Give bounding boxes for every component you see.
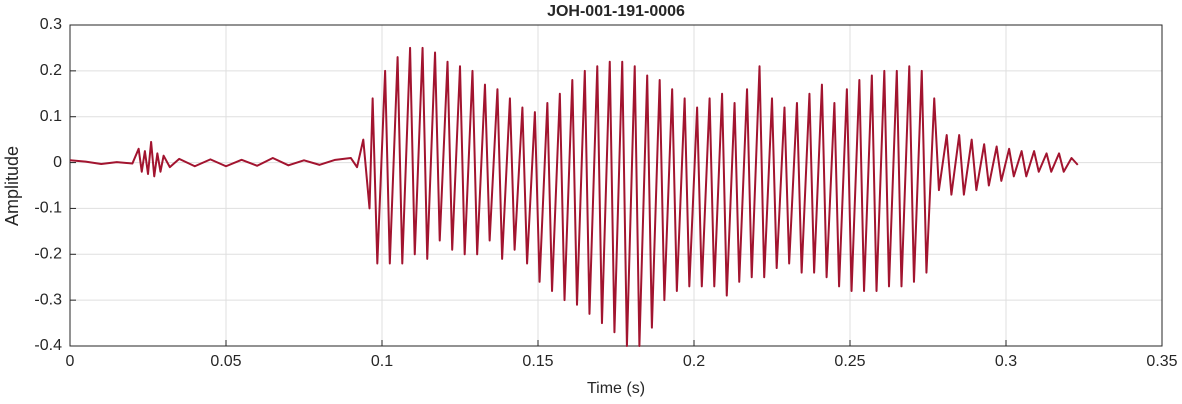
y-tick-label: 0.3 bbox=[40, 16, 62, 33]
x-tick-label: 0.05 bbox=[210, 353, 241, 370]
y-tick-label: 0 bbox=[53, 154, 62, 171]
x-tick-label: 0.25 bbox=[834, 353, 865, 370]
x-tick-label: 0.15 bbox=[522, 353, 553, 370]
y-tick-label: 0.1 bbox=[40, 108, 62, 125]
x-tick-label: 0.1 bbox=[371, 353, 393, 370]
x-axis-label: Time (s) bbox=[587, 380, 645, 397]
y-axis-label: Amplitude bbox=[2, 146, 22, 226]
x-tick-label: 0.2 bbox=[683, 353, 705, 370]
chart-title: JOH-001-191-0006 bbox=[547, 3, 685, 20]
y-tick-label: -0.3 bbox=[34, 291, 62, 308]
waveform-line bbox=[69, 46, 1079, 347]
x-tick-label: 0 bbox=[66, 353, 75, 370]
y-tick-label: -0.2 bbox=[34, 246, 62, 263]
plot-frame bbox=[69, 24, 1163, 347]
y-tick-label: -0.4 bbox=[34, 337, 62, 354]
y-tick-label: -0.1 bbox=[34, 200, 62, 217]
y-tick-label: 0.2 bbox=[40, 62, 62, 79]
x-tick-label: 0.35 bbox=[1146, 353, 1177, 370]
x-tick-label: 0.3 bbox=[995, 353, 1017, 370]
